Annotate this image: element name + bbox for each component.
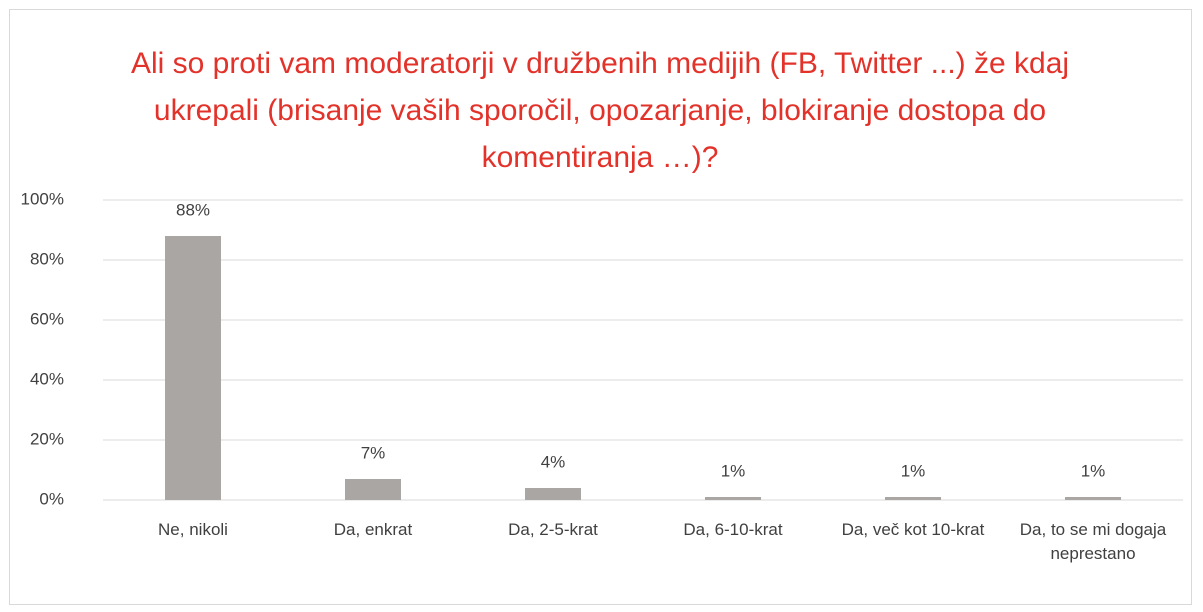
y-tick-label: 80%: [30, 249, 64, 268]
bar: [345, 479, 401, 500]
data-label: 4%: [541, 452, 566, 471]
data-label: 1%: [721, 461, 746, 480]
x-tick-label: Da, enkrat: [333, 520, 413, 539]
y-tick-label: 40%: [30, 369, 64, 388]
y-tick-label: 100%: [21, 189, 64, 208]
x-tick-label: Da, več kot 10-krat: [841, 520, 985, 539]
data-label: 1%: [1081, 461, 1106, 480]
y-tick-label: 0%: [39, 489, 64, 508]
data-label: 88%: [176, 200, 210, 219]
x-tick-label: Da, 2-5-krat: [508, 520, 598, 539]
bar: [705, 497, 761, 500]
chart-frame: [9, 9, 1192, 605]
bar: [165, 236, 221, 500]
y-tick-label: 20%: [30, 429, 64, 448]
x-tick-label: Da, to se mi dogaja neprestano: [1019, 520, 1167, 563]
y-tick-label: 60%: [30, 309, 64, 328]
data-label: 1%: [901, 461, 926, 480]
bar: [885, 497, 941, 500]
x-tick-label: Da, 6-10-krat: [683, 520, 783, 539]
data-label: 7%: [361, 443, 386, 462]
chart-title: Ali so proti vam moderatorji v družbenih…: [130, 47, 1070, 174]
x-tick-label: Ne, nikoli: [158, 520, 228, 539]
bar: [525, 488, 581, 500]
bar: [1065, 497, 1121, 500]
